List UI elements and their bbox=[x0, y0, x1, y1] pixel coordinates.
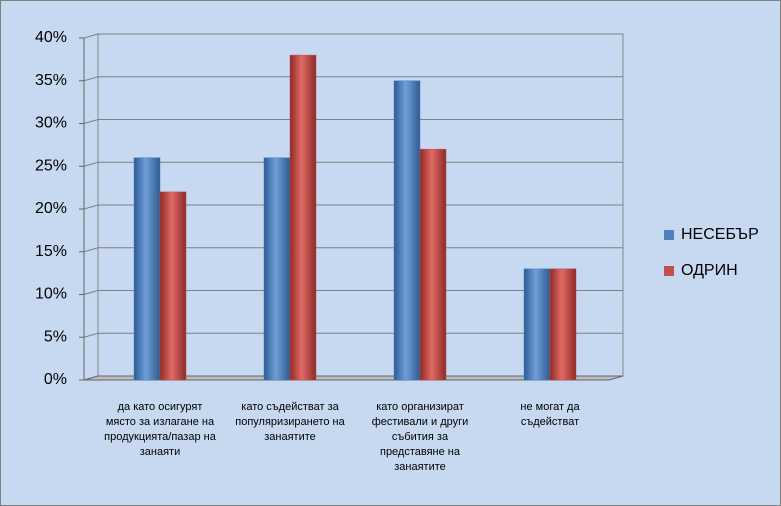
y-tick-label: 20% bbox=[35, 200, 67, 217]
y-tick-label: 35% bbox=[35, 72, 67, 89]
y-tick-label: 10% bbox=[35, 286, 67, 303]
grid-line bbox=[83, 161, 623, 167]
grid-line bbox=[83, 119, 623, 124]
bar bbox=[289, 54, 317, 381]
grid-line bbox=[83, 76, 623, 82]
y-tick-label: 15% bbox=[35, 243, 67, 260]
x-tick-label: да като осигурят място за излагане на пр… bbox=[104, 401, 216, 458]
legend-swatch bbox=[664, 230, 674, 240]
grid-line bbox=[83, 204, 623, 210]
y-tick-label: 25% bbox=[35, 157, 67, 174]
bar bbox=[523, 268, 551, 381]
grid-line bbox=[83, 247, 623, 253]
bar bbox=[159, 191, 187, 381]
legend-label: ОДРИН bbox=[681, 262, 738, 279]
y-tick-label: 40% bbox=[35, 29, 67, 46]
x-tick-label: като организират фестивали и други събит… bbox=[371, 401, 469, 473]
bar bbox=[419, 148, 447, 381]
y-tick-label: 0% bbox=[44, 371, 67, 388]
x-tick-label: не могат да съдействат bbox=[520, 401, 580, 428]
y-tick-label: 30% bbox=[35, 115, 67, 132]
x-tick-label: като съдействат за популяризирането на з… bbox=[235, 401, 345, 443]
bar bbox=[133, 157, 161, 381]
legend-label: НЕСЕБЪР bbox=[681, 226, 759, 243]
grid-line bbox=[83, 290, 623, 295]
grid-line bbox=[83, 332, 623, 338]
legend-swatch bbox=[664, 266, 674, 276]
y-tick-label: 5% bbox=[44, 328, 67, 345]
bar bbox=[393, 80, 421, 381]
bar bbox=[549, 268, 577, 381]
grid-line bbox=[83, 33, 623, 39]
bar bbox=[263, 157, 291, 381]
